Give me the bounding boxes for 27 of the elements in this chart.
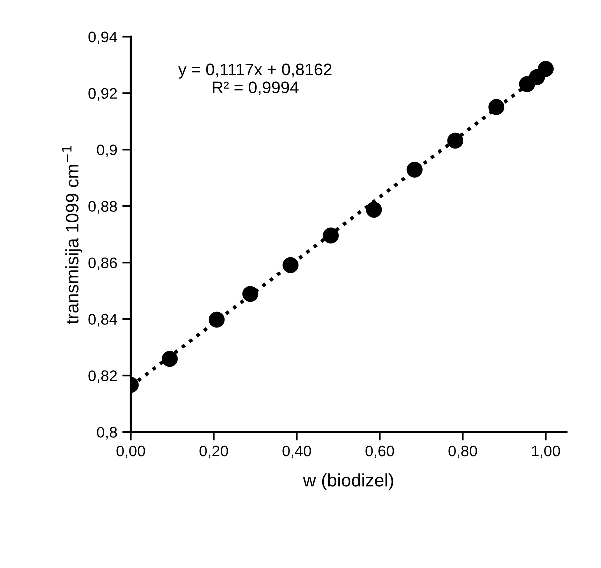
y-tick-label: 0,86 xyxy=(88,258,118,270)
point xyxy=(406,162,423,178)
x-axis-title: w (biodizel) xyxy=(303,474,394,490)
x-tick-label: 0,20 xyxy=(200,446,228,458)
point xyxy=(448,132,464,149)
y-axis-title: transmisija 1099 cm$^{−1}$ xyxy=(62,146,82,324)
y-tick-label: 0,84 xyxy=(88,314,118,327)
point xyxy=(488,99,505,116)
y-tick-label: 0,88 xyxy=(88,201,118,214)
x-tick-label: 0,00 xyxy=(116,446,146,458)
x-tick-label: 0,80 xyxy=(448,446,478,458)
point xyxy=(366,202,382,218)
x-tick-label: 0,60 xyxy=(366,446,394,458)
x-tick-label: 1,00 xyxy=(532,446,560,458)
point xyxy=(162,351,178,368)
point xyxy=(242,286,259,302)
y-tick-label: 0,92 xyxy=(88,88,118,101)
x-tick-label: 0,40 xyxy=(282,446,312,458)
point xyxy=(208,312,225,328)
y-tick-label: 0,82 xyxy=(88,370,118,384)
y-tick-label: 0,94 xyxy=(88,32,118,44)
y-tick-label: 0,9 xyxy=(97,144,118,158)
y-tick-label: 0,8 xyxy=(97,427,118,440)
point xyxy=(282,257,299,274)
annotation: y = 0,1117x + 0,8162 R² = 0,9994 xyxy=(178,64,332,96)
point xyxy=(323,228,340,244)
point xyxy=(538,61,554,78)
